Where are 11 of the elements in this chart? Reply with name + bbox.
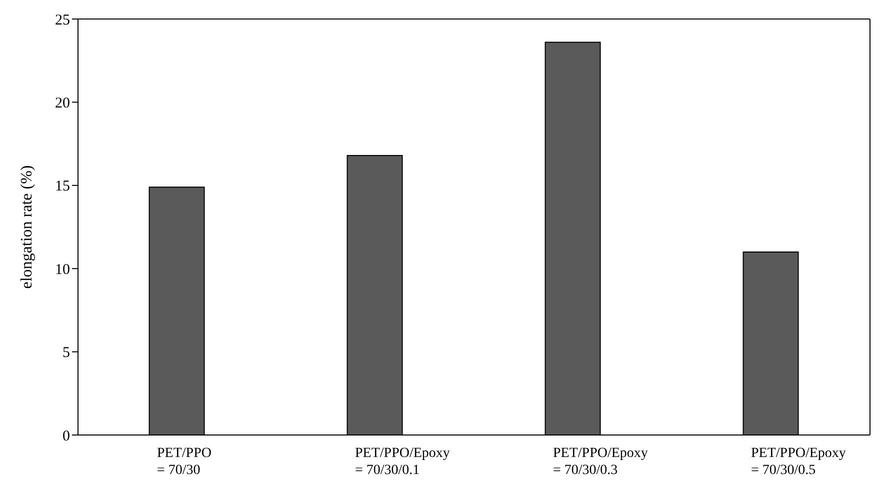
- y-axis-title: elongation rate (%): [18, 165, 36, 289]
- x-tick-label: PET/PPO/Epoxy = 70/30/0.3: [553, 446, 648, 478]
- x-tick-label: PET/PPO/Epoxy = 70/30/0.1: [355, 446, 450, 478]
- x-tick-label: PET/PPO/Epoxy = 70/30/0.5: [751, 446, 846, 478]
- y-tick-label: 5: [62, 345, 70, 362]
- y-tick-label: 0: [62, 428, 70, 444]
- y-tick-label: 10: [55, 262, 70, 278]
- y-tick-label: 25: [55, 12, 70, 28]
- y-tick-label: 15: [55, 178, 70, 195]
- y-tick-label: 20: [55, 96, 70, 112]
- x-tick-label: PET/PPO = 70/30: [157, 446, 212, 478]
